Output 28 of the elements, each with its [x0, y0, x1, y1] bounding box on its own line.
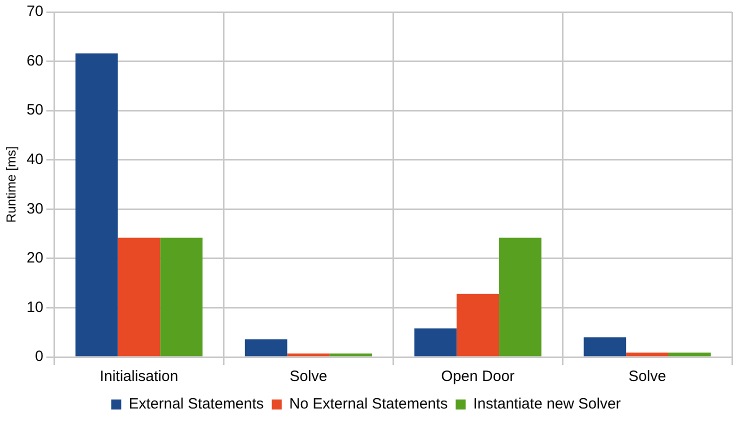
x-tick-label: Open Door — [441, 368, 515, 386]
bar — [75, 53, 118, 356]
x-tick-label: Initialisation — [100, 368, 178, 386]
bar — [668, 352, 711, 356]
bar — [244, 339, 288, 356]
y-tick-label: 60 — [26, 52, 44, 70]
bar — [118, 238, 160, 356]
y-tick-label: 50 — [26, 102, 44, 119]
bar — [626, 352, 668, 356]
bar — [414, 328, 457, 356]
y-tick-label: 20 — [26, 250, 44, 267]
y-tick-label: 10 — [26, 298, 44, 316]
bar — [499, 238, 542, 356]
y-tick-label: 70 — [26, 3, 44, 20]
y-tick-label: 0 — [34, 348, 44, 366]
legend-label: External Statements — [128, 396, 264, 413]
y-tick-label: 40 — [26, 151, 44, 168]
bar — [330, 354, 372, 356]
bar — [160, 238, 203, 356]
y-tick-label: 30 — [26, 200, 44, 218]
bar — [584, 337, 626, 356]
x-tick-label: Solve — [628, 368, 666, 386]
bar — [287, 354, 330, 356]
bar — [456, 294, 500, 356]
legend-label: No External Statements — [289, 396, 448, 413]
x-tick-label: Solve — [290, 368, 328, 386]
legend-label: Instantiate new Solver — [473, 396, 621, 413]
y-axis-title: Runtime [ms] — [3, 146, 18, 223]
